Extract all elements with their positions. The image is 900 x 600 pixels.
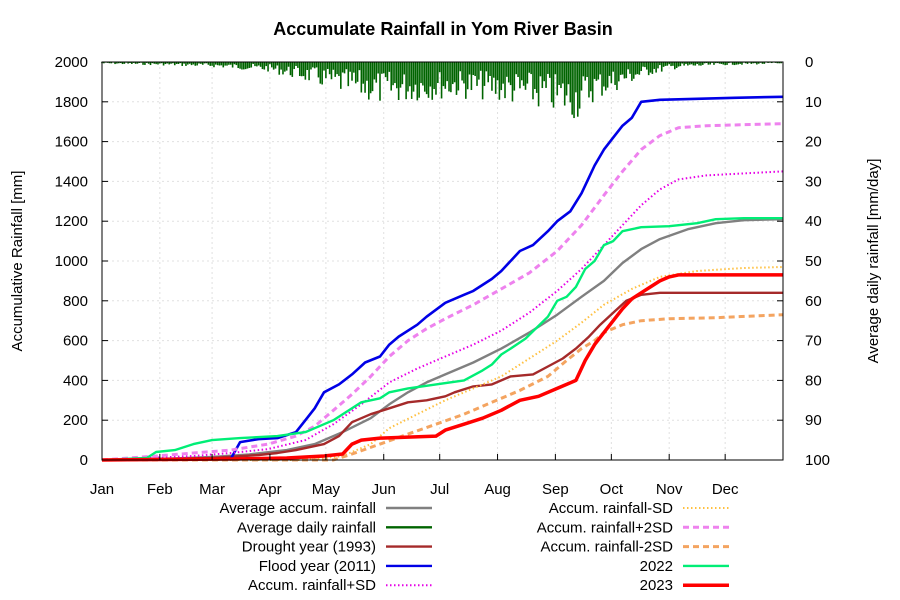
legend-label: Average daily rainfall [237,519,376,536]
series-line-drought-year-1993- [101,291,783,462]
daily-rainfall-bars [101,62,782,119]
series-lines [101,95,784,462]
y2-tick-label: 60 [805,293,822,310]
x-tick-label: Feb [147,481,173,498]
x-tick-label: Jul [430,481,449,498]
x-tick-label: Jun [372,481,396,498]
x-tick-label: Oct [600,481,624,498]
series-line-accum-rainfall-sd [101,170,784,461]
y-tick-label: 600 [63,333,88,350]
y2-tick-label: 0 [805,54,813,71]
series-line-flood-year-2011- [101,95,784,462]
legend-label: Drought year (1993) [242,539,376,556]
y2-tick-label: 90 [805,412,822,429]
y-tick-label: 1800 [55,94,88,111]
y-tick-label: 400 [63,372,88,389]
y-tick-label: 1600 [55,134,88,151]
legend-label: Average accum. rainfall [220,500,376,517]
y2-tick-label: 70 [805,333,822,350]
x-tick-label: Nov [656,481,683,498]
y-tick-label: 200 [63,412,88,429]
x-tick-label: May [312,481,341,498]
x-tick-label: Sep [542,481,569,498]
legend-label: Accum. rainfall-SD [549,500,673,517]
y2-tick-label: 10 [805,94,822,111]
legend-label: Accum. rainfall+SD [248,577,376,594]
y2-tick-label: 40 [805,213,822,230]
x-tick-label: Aug [484,481,511,498]
series-line-2022 [101,216,783,462]
series-line-accum-rainfall-2sd [102,313,784,462]
chart-title: Accumulate Rainfall in Yom River Basin [273,19,612,39]
y-tick-label: 800 [63,293,88,310]
y-tick-label: 0 [80,452,88,469]
y-tick-label: 1000 [55,253,88,270]
y2-tick-label: 50 [805,253,822,270]
series-line-accum-rainfall-sd [102,266,784,461]
legend-label: Accum. rainfall+2SD [537,519,673,536]
x-tick-label: Jan [90,481,114,498]
y-axis-title: Accumulative Rainfall [mm] [9,171,26,352]
legend-label: 2022 [640,558,673,575]
y-tick-label: 2000 [55,54,88,71]
series-line-2023 [101,273,783,462]
y2-axis-title: Average daily rainfall [mm/day] [865,159,882,364]
y2-tick-label: 30 [805,173,822,190]
series-line-average-accum-rainfall [101,218,784,462]
y2-tick-label: 20 [805,134,822,151]
y-tick-label: 1400 [55,173,88,190]
legend: Average accum. rainfall Average daily rai… [220,500,729,594]
y-tick-label: 1200 [55,213,88,230]
legend-label: Accum. rainfall-2SD [540,539,673,556]
grid [101,61,783,461]
y2-tick-label: 80 [805,372,822,389]
x-tick-label: Apr [258,481,281,498]
y2-tick-label: 100 [805,452,830,469]
legend-label: Flood year (2011) [259,558,376,575]
axes: 0 200 400 600 800 1000 1200 1400 1600 1800 2000 0 10… [55,54,830,498]
x-tick-label: Dec [712,481,739,498]
x-tick-label: Mar [199,481,225,498]
legend-label: 2023 [640,577,673,594]
series-line-accum-rainfall-2sd [101,122,784,462]
